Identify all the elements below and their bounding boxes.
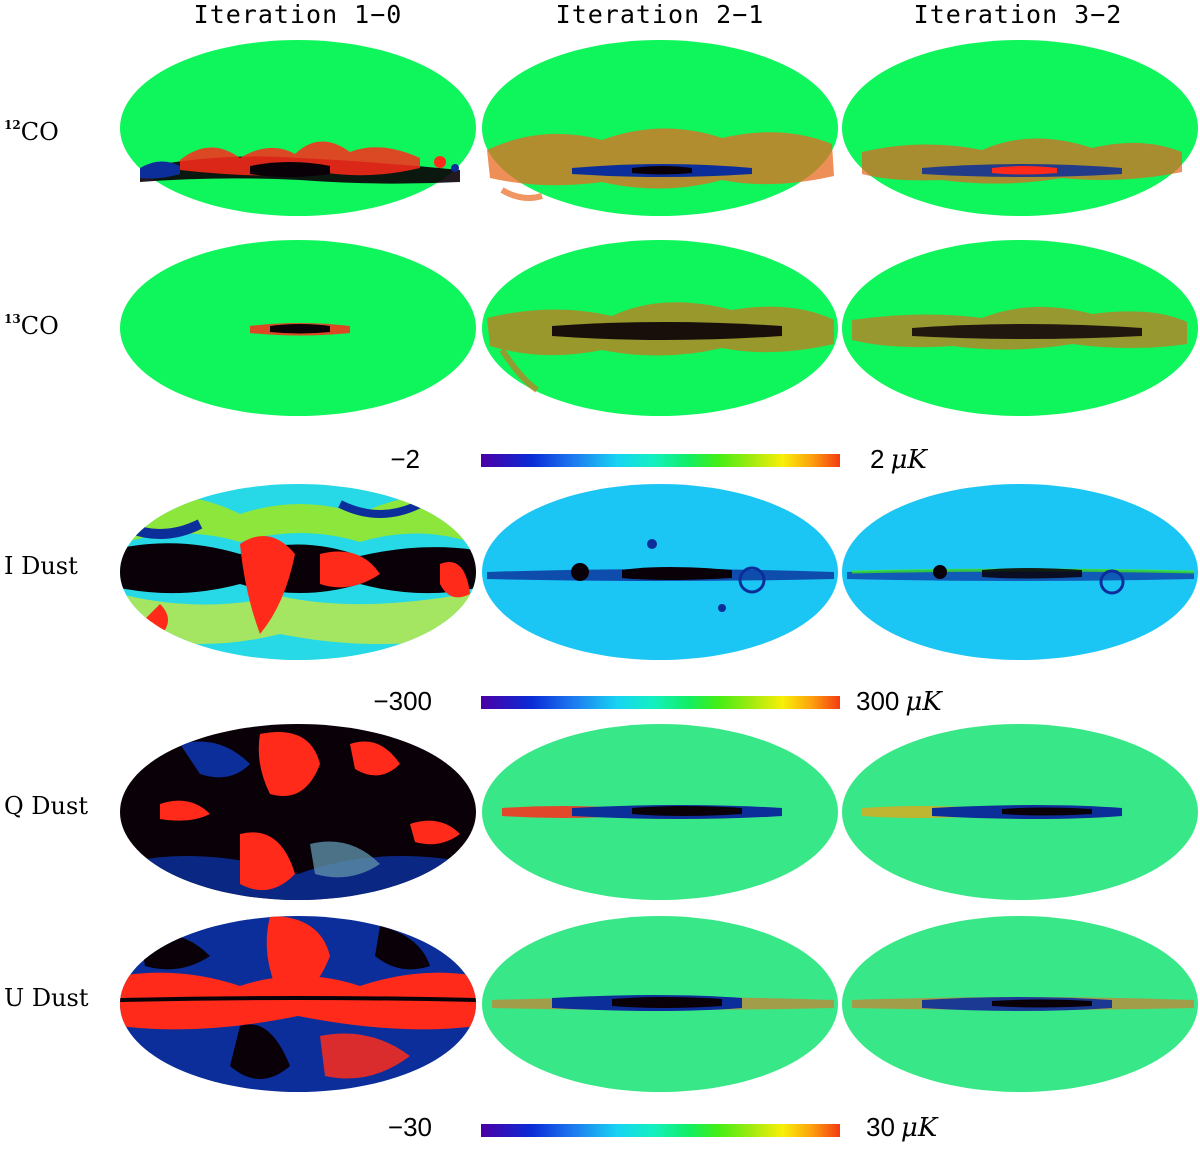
map-q-dust-iter-2-1	[482, 724, 838, 900]
colorbar-co-unit: μK	[890, 445, 927, 475]
colorbar-co-min: −2	[390, 444, 420, 474]
colorbar-i-max-value: 300	[856, 686, 900, 716]
row-label-12co: 12CO	[4, 118, 119, 146]
map-i-dust-iter-3-2	[842, 484, 1198, 660]
map-13co-iter-1-0	[120, 240, 476, 416]
row-label-i-dust: I Dust	[4, 552, 78, 580]
colorbar-co	[481, 454, 840, 467]
colorbar-qu-min: −30	[387, 1112, 432, 1142]
row-label-q-dust: Q Dust	[4, 792, 88, 820]
map-13co-iter-2-1	[482, 240, 838, 416]
colorbar-i-min: −300	[373, 686, 432, 716]
colorbar-qu	[481, 1124, 840, 1137]
map-12co-iter-2-1	[482, 40, 838, 216]
colorbar-co-max: 2 μK	[870, 444, 927, 475]
row-label-13co: 13CO	[4, 312, 119, 340]
colorbar-qu-max-value: 30	[866, 1112, 895, 1142]
colorbar-qu-max: 30 μK	[866, 1112, 937, 1143]
map-13co-iter-3-2	[842, 240, 1198, 416]
column-title-iter-1-0: Iteration 1−0	[193, 0, 403, 29]
map-u-dust-iter-3-2	[842, 916, 1198, 1092]
colorbar-i	[481, 696, 840, 709]
row-label-u-dust: U Dust	[4, 984, 89, 1012]
colorbar-i-unit: μK	[905, 687, 942, 717]
co-label: CO	[20, 312, 59, 340]
column-title-iter-2-1: Iteration 2−1	[555, 0, 765, 29]
map-i-dust-iter-1-0	[120, 484, 476, 660]
isotope-13-superscript: 13	[4, 312, 21, 326]
colorbar-co-max-value: 2	[870, 444, 885, 474]
co-label: CO	[20, 118, 59, 146]
column-title-iter-3-2: Iteration 3−2	[913, 0, 1123, 29]
map-i-dust-iter-2-1	[482, 484, 838, 660]
colorbar-i-max: 300 μK	[856, 686, 942, 717]
map-u-dust-iter-1-0	[120, 916, 476, 1092]
colorbar-qu-unit: μK	[900, 1113, 938, 1143]
map-q-dust-iter-3-2	[842, 724, 1198, 900]
map-12co-iter-1-0	[120, 40, 476, 216]
map-u-dust-iter-2-1	[482, 916, 838, 1092]
map-12co-iter-3-2	[842, 40, 1198, 216]
isotope-12-superscript: 12	[4, 118, 21, 132]
map-q-dust-iter-1-0	[120, 724, 476, 900]
